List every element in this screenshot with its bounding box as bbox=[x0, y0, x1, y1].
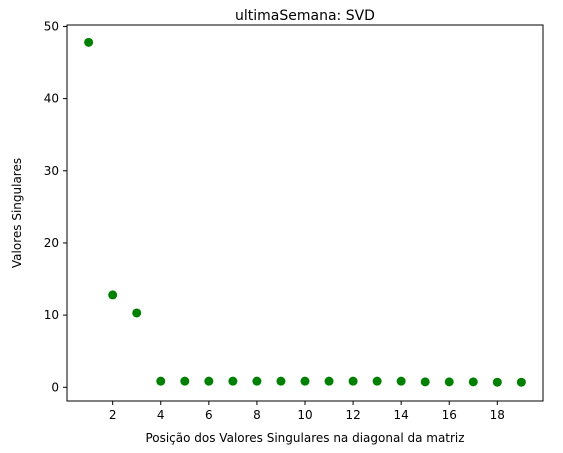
x-tick-label: 12 bbox=[345, 408, 360, 422]
y-axis: 0 10 20 30 40 50 bbox=[44, 19, 67, 394]
x-tick-label: 8 bbox=[253, 408, 261, 422]
data-point bbox=[132, 308, 142, 318]
data-point bbox=[348, 376, 358, 386]
data-point bbox=[252, 376, 262, 386]
x-tick-label: 6 bbox=[205, 408, 213, 422]
data-point bbox=[324, 376, 334, 386]
y-tick-label: 20 bbox=[44, 236, 59, 250]
x-tick-label: 16 bbox=[442, 408, 457, 422]
data-point bbox=[516, 377, 526, 387]
data-point bbox=[156, 376, 166, 386]
data-point bbox=[204, 376, 214, 386]
y-axis-label: Valores Singulares bbox=[10, 158, 24, 268]
plot-frame bbox=[66, 24, 544, 402]
y-tick-label: 10 bbox=[44, 308, 59, 322]
y-tick-label: 40 bbox=[44, 92, 59, 106]
data-point bbox=[228, 376, 238, 386]
data-point bbox=[180, 376, 190, 386]
y-tick-label: 30 bbox=[44, 164, 59, 178]
data-point bbox=[420, 377, 430, 387]
x-axis-label: Posição dos Valores Singulares na diagon… bbox=[145, 431, 464, 445]
data-point bbox=[108, 290, 118, 300]
x-tick-label: 4 bbox=[157, 408, 165, 422]
data-point bbox=[444, 377, 454, 387]
data-point bbox=[300, 376, 310, 386]
x-tick-label: 18 bbox=[490, 408, 505, 422]
chart-title: ultimaSemana: SVD bbox=[235, 8, 375, 24]
x-axis: 2 4 6 8 10 12 14 16 18 bbox=[109, 401, 505, 422]
x-tick-label: 10 bbox=[297, 408, 312, 422]
data-point bbox=[276, 376, 286, 386]
data-point bbox=[84, 37, 94, 47]
y-tick-label: 0 bbox=[51, 380, 59, 394]
data-point bbox=[468, 377, 478, 387]
data-point bbox=[372, 376, 382, 386]
x-tick-label: 2 bbox=[109, 408, 117, 422]
data-points bbox=[84, 37, 526, 387]
y-tick-label: 50 bbox=[44, 19, 59, 33]
x-tick-label: 14 bbox=[394, 408, 409, 422]
data-point bbox=[492, 377, 502, 387]
data-point bbox=[396, 376, 406, 386]
plot-area bbox=[66, 24, 544, 402]
